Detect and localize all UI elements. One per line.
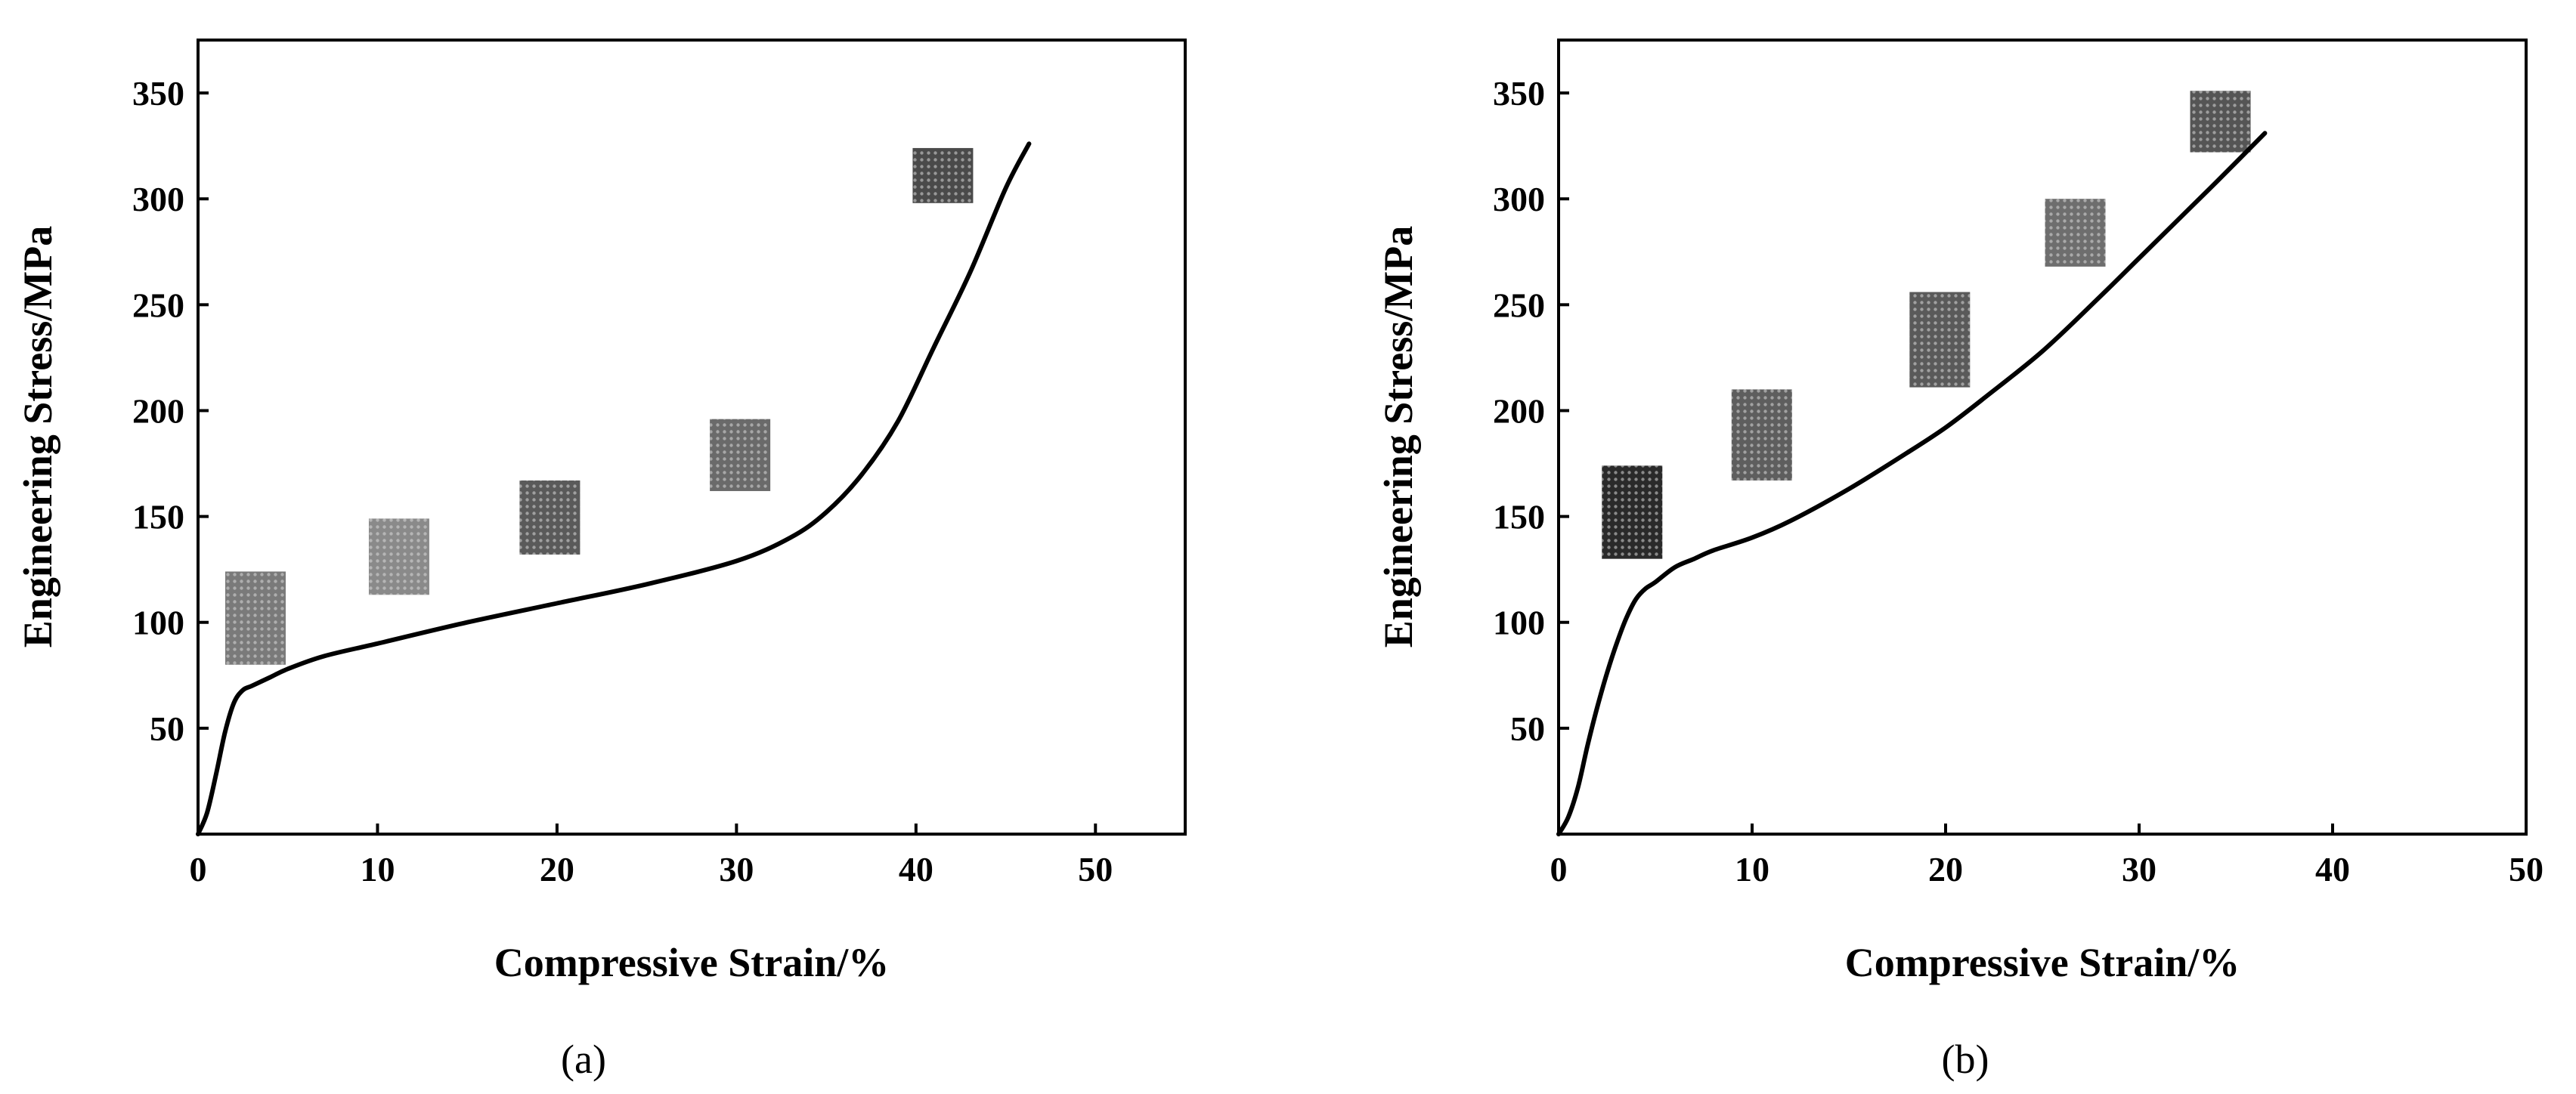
stress-strain-curve-b	[1556, 131, 2268, 836]
x-tick-label: 40	[899, 850, 933, 888]
y-tick-label: 100	[132, 604, 184, 642]
specimen-photo-specimen-4	[2045, 199, 2106, 267]
specimen-photo-lattice	[1909, 292, 1971, 388]
chart-panel-a: 0 10 20 30 40 50 50 100 150 200 250 300 350 Compress…	[15, 39, 1187, 1082]
y-tick-label: 350	[1493, 74, 1545, 113]
specimen-photo-lattice	[1731, 389, 1792, 481]
y-tick-label: 100	[1493, 604, 1545, 642]
y-tick-label: 300	[1493, 180, 1545, 218]
x-axis-title-a: Compressive Strain/%	[494, 940, 890, 985]
specimen-photo-specimen-1	[224, 571, 286, 665]
x-tick-label: 50	[1078, 850, 1113, 888]
y-tick-label: 200	[132, 391, 184, 430]
x-tick-label: 40	[2315, 850, 2350, 888]
specimen-photo-specimen-1	[1602, 465, 1663, 559]
y-tick-label: 250	[132, 286, 184, 324]
chart-panel-b: 0 10 20 30 40 50 50 100 150 200 250 300 350 Compress…	[1376, 39, 2543, 1082]
y-tick-label: 200	[1493, 391, 1545, 430]
specimen-photo-lattice	[2045, 199, 2106, 267]
y-tick-label: 50	[1510, 709, 1545, 748]
specimen-photo-lattice	[2190, 91, 2251, 153]
specimen-insets-a	[224, 147, 974, 665]
specimen-photo-specimen-3	[519, 480, 581, 555]
y-tick-label: 300	[132, 180, 184, 218]
panel-label-b: (b)	[1942, 1037, 1989, 1082]
specimen-photo-specimen-5	[2190, 91, 2251, 153]
specimen-photo-lattice	[710, 419, 771, 491]
stress-strain-curve-a	[196, 141, 1032, 836]
specimen-photo-specimen-5	[912, 147, 974, 203]
ticks-a: 0 10 20 30 40 50 50 100 150 200 250 300 350	[132, 74, 1113, 888]
y-tick-label: 150	[1493, 498, 1545, 536]
y-tick-label: 150	[132, 498, 184, 536]
y-tick-label: 350	[132, 74, 184, 113]
specimen-photo-specimen-2	[368, 518, 429, 595]
x-axis-title-b: Compressive Strain/%	[1845, 940, 2240, 985]
x-tick-label: 30	[2122, 850, 2156, 888]
x-tick-label: 20	[540, 850, 574, 888]
specimen-photo-lattice	[224, 571, 286, 665]
y-tick-label: 250	[1493, 286, 1545, 324]
y-axis-title-a: Engineering Stress/MPa	[15, 226, 60, 647]
x-tick-label: 10	[360, 850, 395, 888]
specimen-photo-lattice	[368, 518, 429, 595]
specimen-photo-lattice	[912, 147, 974, 203]
x-tick-label: 10	[1735, 850, 1769, 888]
y-tick-label: 50	[150, 709, 184, 748]
specimen-photo-lattice	[1602, 465, 1663, 559]
specimen-photo-specimen-4	[710, 419, 771, 491]
specimen-photo-specimen-3	[1909, 292, 1971, 388]
panel-label-a: (a)	[561, 1037, 606, 1082]
specimen-insets-b	[1602, 91, 2251, 559]
ticks-b: 0 10 20 30 40 50 50 100 150 200 250 300 350	[1493, 74, 2543, 888]
plot-frame-b	[1557, 39, 2528, 836]
x-tick-label: 20	[1928, 850, 1963, 888]
x-tick-label: 30	[719, 850, 754, 888]
x-tick-label: 0	[190, 850, 207, 888]
x-tick-label: 0	[1550, 850, 1568, 888]
y-axis-title-b: Engineering Stress/MPa	[1376, 226, 1421, 647]
specimen-photo-lattice	[519, 480, 581, 555]
x-tick-label: 50	[2509, 850, 2543, 888]
plot-frame-a	[197, 39, 1187, 836]
specimen-photo-specimen-2	[1731, 389, 1792, 481]
